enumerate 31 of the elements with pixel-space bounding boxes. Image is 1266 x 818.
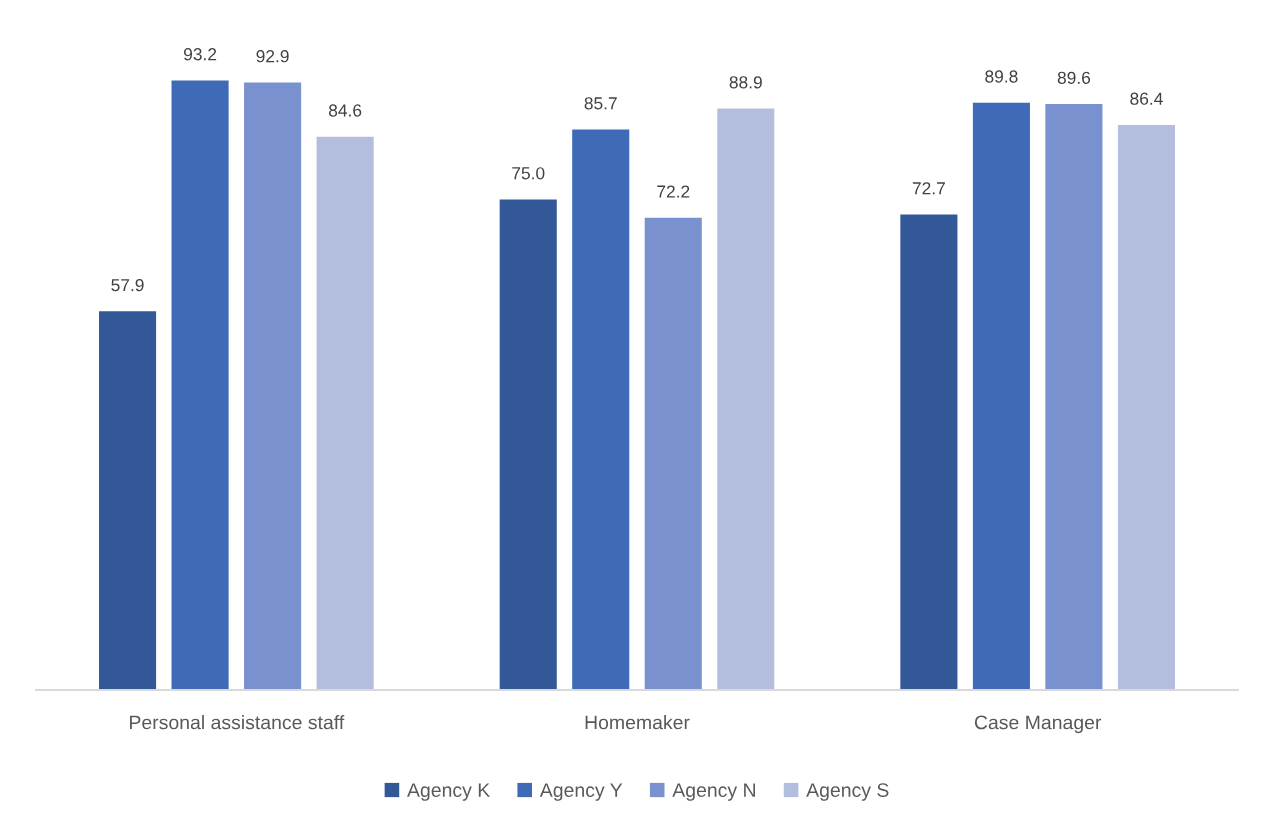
data-label: 86.4 (1130, 92, 1163, 105)
x-tick-label: Case Manager (974, 715, 1102, 734)
data-label: 92.9 (256, 50, 289, 63)
data-label: 89.8 (985, 70, 1018, 83)
bar (1045, 104, 1103, 690)
x-tick-label: Homemaker (585, 715, 690, 730)
bar (900, 214, 958, 690)
data-label: 88.9 (729, 76, 762, 89)
data-label: 93.2 (183, 48, 217, 61)
bar (972, 102, 1030, 690)
data-label: 57.9 (111, 278, 144, 292)
bar (717, 108, 775, 690)
data-label: 72.2 (657, 185, 690, 198)
legend-label: Agency S (806, 783, 889, 801)
data-label: 84.6 (328, 104, 362, 117)
bar (244, 82, 302, 690)
data-label: 72.7 (912, 182, 945, 195)
data-label: 85.7 (584, 97, 617, 110)
bar (572, 129, 630, 690)
legend-label: Agency N (672, 783, 755, 801)
legend-label: Agency Y (539, 783, 623, 801)
bar (1117, 124, 1175, 690)
data-label: 89.6 (1057, 71, 1091, 84)
legend-label: Agency K (407, 783, 490, 801)
bar (499, 199, 557, 690)
bar (171, 80, 229, 690)
bar (316, 136, 374, 690)
data-label: 75.0 (512, 167, 545, 180)
x-tick-label: Personal assistance staff (130, 715, 345, 730)
bar (644, 217, 702, 690)
bar (99, 311, 157, 690)
